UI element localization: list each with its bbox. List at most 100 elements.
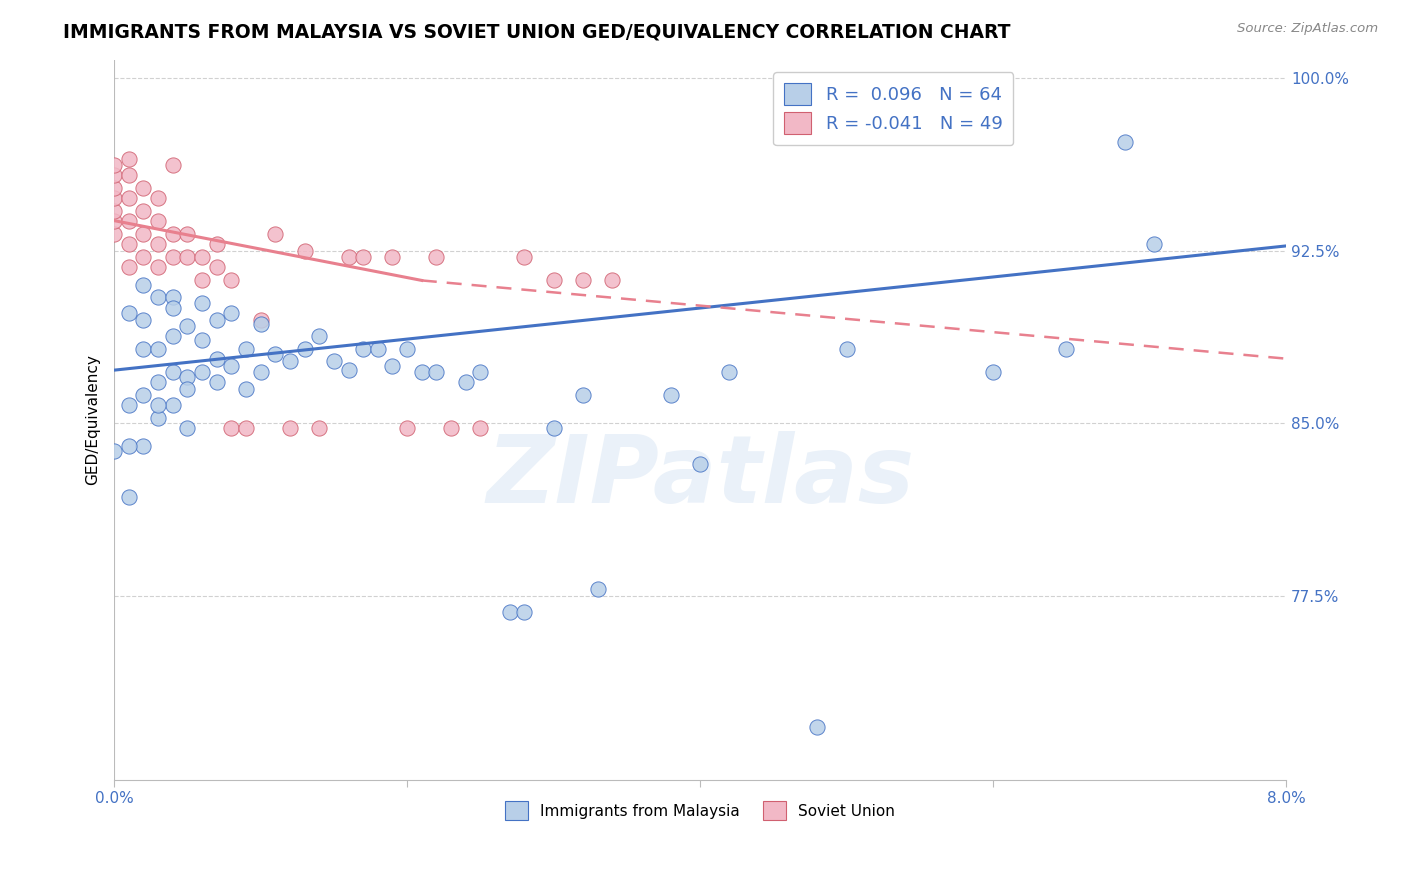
Point [425, 251, 447, 265]
Point [162, 398, 184, 412]
Point [221, 420, 243, 434]
Point [981, 366, 1004, 380]
Point [118, 490, 141, 504]
Point [146, 375, 169, 389]
Point [249, 317, 271, 331]
Point [543, 420, 565, 434]
Text: Source: ZipAtlas.com: Source: ZipAtlas.com [1237, 22, 1378, 36]
Point [191, 251, 214, 265]
Point [835, 343, 858, 357]
Point [162, 251, 184, 265]
Point [132, 343, 155, 357]
Point [396, 343, 419, 357]
Point [118, 236, 141, 251]
Point [1143, 236, 1166, 251]
Point [278, 420, 301, 434]
Point [294, 244, 316, 258]
Point [176, 319, 198, 334]
Point [118, 213, 141, 227]
Point [103, 191, 125, 205]
Point [191, 273, 214, 287]
Point [470, 366, 492, 380]
Legend: Immigrants from Malaysia, Soviet Union: Immigrants from Malaysia, Soviet Union [499, 795, 901, 826]
Point [132, 312, 155, 326]
Point [118, 305, 141, 319]
Point [132, 227, 155, 242]
Point [162, 328, 184, 343]
Point [396, 420, 419, 434]
Point [146, 398, 169, 412]
Point [322, 354, 344, 368]
Point [352, 343, 374, 357]
Point [381, 359, 404, 373]
Point [221, 305, 243, 319]
Point [308, 328, 330, 343]
Point [572, 388, 595, 402]
Text: IMMIGRANTS FROM MALAYSIA VS SOVIET UNION GED/EQUIVALENCY CORRELATION CHART: IMMIGRANTS FROM MALAYSIA VS SOVIET UNION… [63, 22, 1011, 41]
Point [103, 443, 125, 458]
Point [103, 227, 125, 242]
Point [411, 366, 433, 380]
Point [176, 251, 198, 265]
Point [337, 251, 360, 265]
Point [103, 204, 125, 219]
Point [132, 388, 155, 402]
Point [132, 204, 155, 219]
Point [205, 260, 228, 274]
Point [498, 605, 520, 619]
Point [103, 158, 125, 172]
Point [118, 398, 141, 412]
Point [118, 168, 141, 182]
Point [191, 366, 214, 380]
Point [132, 251, 155, 265]
Point [132, 181, 155, 195]
Point [221, 359, 243, 373]
Point [176, 227, 198, 242]
Point [162, 366, 184, 380]
Point [659, 388, 682, 402]
Point [600, 273, 623, 287]
Point [191, 333, 214, 347]
Point [146, 260, 169, 274]
Point [264, 227, 287, 242]
Point [162, 227, 184, 242]
Point [806, 720, 828, 734]
Point [118, 260, 141, 274]
Point [470, 420, 492, 434]
Point [205, 375, 228, 389]
Point [513, 605, 536, 619]
Point [118, 152, 141, 166]
Point [132, 439, 155, 453]
Point [146, 343, 169, 357]
Point [118, 191, 141, 205]
Point [162, 301, 184, 315]
Point [381, 251, 404, 265]
Point [235, 420, 257, 434]
Point [162, 158, 184, 172]
Point [352, 251, 374, 265]
Point [176, 420, 198, 434]
Point [205, 351, 228, 366]
Point [118, 439, 141, 453]
Point [146, 411, 169, 425]
Point [249, 312, 271, 326]
Point [103, 181, 125, 195]
Point [337, 363, 360, 377]
Point [235, 382, 257, 396]
Point [176, 382, 198, 396]
Point [454, 375, 477, 389]
Point [146, 213, 169, 227]
Point [294, 343, 316, 357]
Point [162, 289, 184, 303]
Point [103, 213, 125, 227]
Point [367, 343, 389, 357]
Point [146, 191, 169, 205]
Point [308, 420, 330, 434]
Point [1054, 343, 1077, 357]
Point [425, 366, 447, 380]
Point [132, 278, 155, 293]
Point [191, 296, 214, 310]
Point [235, 343, 257, 357]
Point [103, 168, 125, 182]
Point [278, 354, 301, 368]
